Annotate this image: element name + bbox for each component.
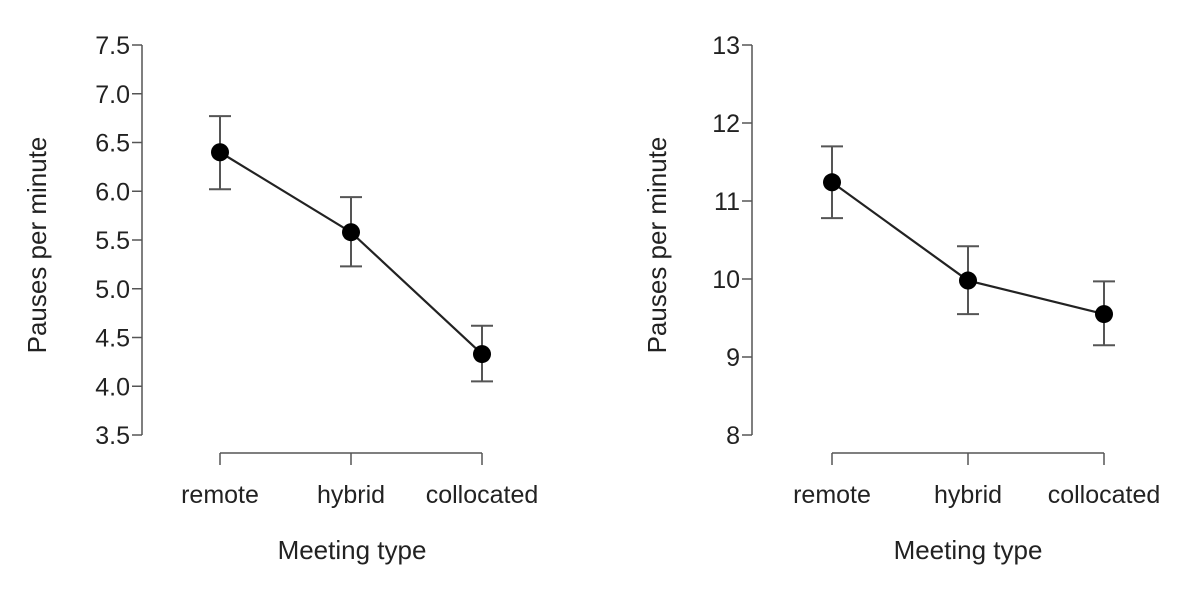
y-tick-label: 5.0	[95, 276, 130, 304]
y-tick-label: 7.5	[95, 32, 130, 60]
data-point	[211, 143, 229, 162]
y-tick-label: 13	[712, 32, 740, 60]
data-point	[342, 223, 360, 242]
y-tick-label: 6.0	[95, 178, 130, 206]
x-tick-label: remote	[793, 481, 871, 509]
y-tick-label: 10	[712, 266, 740, 294]
chart-panel-right: 8 9 10 11 12 13 remote hybrid collocatedMeeting …	[642, 32, 1160, 565]
data-point	[959, 271, 977, 290]
x-tick-label: collocated	[426, 481, 539, 509]
y-tick-label: 7.0	[95, 81, 130, 109]
y-tick-label: 5.5	[95, 227, 130, 255]
y-tick-label: 8	[726, 422, 740, 450]
y-tick-label: 9	[726, 344, 740, 372]
y-tick-label: 4.0	[95, 373, 130, 401]
y-axis-title: Pauses per minute	[642, 137, 672, 354]
y-tick-label: 12	[712, 110, 740, 138]
x-tick-label: remote	[181, 481, 259, 509]
x-tick-label: collocated	[1048, 481, 1161, 509]
data-point	[823, 173, 841, 192]
x-tick-label: hybrid	[934, 481, 1002, 509]
x-axis-title: Meeting type	[278, 535, 427, 565]
y-tick-label: 3.5	[95, 422, 130, 450]
data-point	[1095, 305, 1113, 324]
y-tick-label: 11	[714, 188, 740, 216]
y-tick-label: 6.5	[95, 130, 130, 158]
x-axis-title: Meeting type	[894, 535, 1043, 565]
data-point	[473, 345, 491, 364]
chart-panel-left: 3.5 4.0 4.5 5.0 5.5 6.0 6.5 7.0 7.5 remote hybrid c…	[22, 32, 538, 565]
y-axis-title: Pauses per minute	[22, 137, 52, 354]
y-tick-label: 4.5	[95, 325, 130, 353]
x-tick-label: hybrid	[317, 481, 385, 509]
